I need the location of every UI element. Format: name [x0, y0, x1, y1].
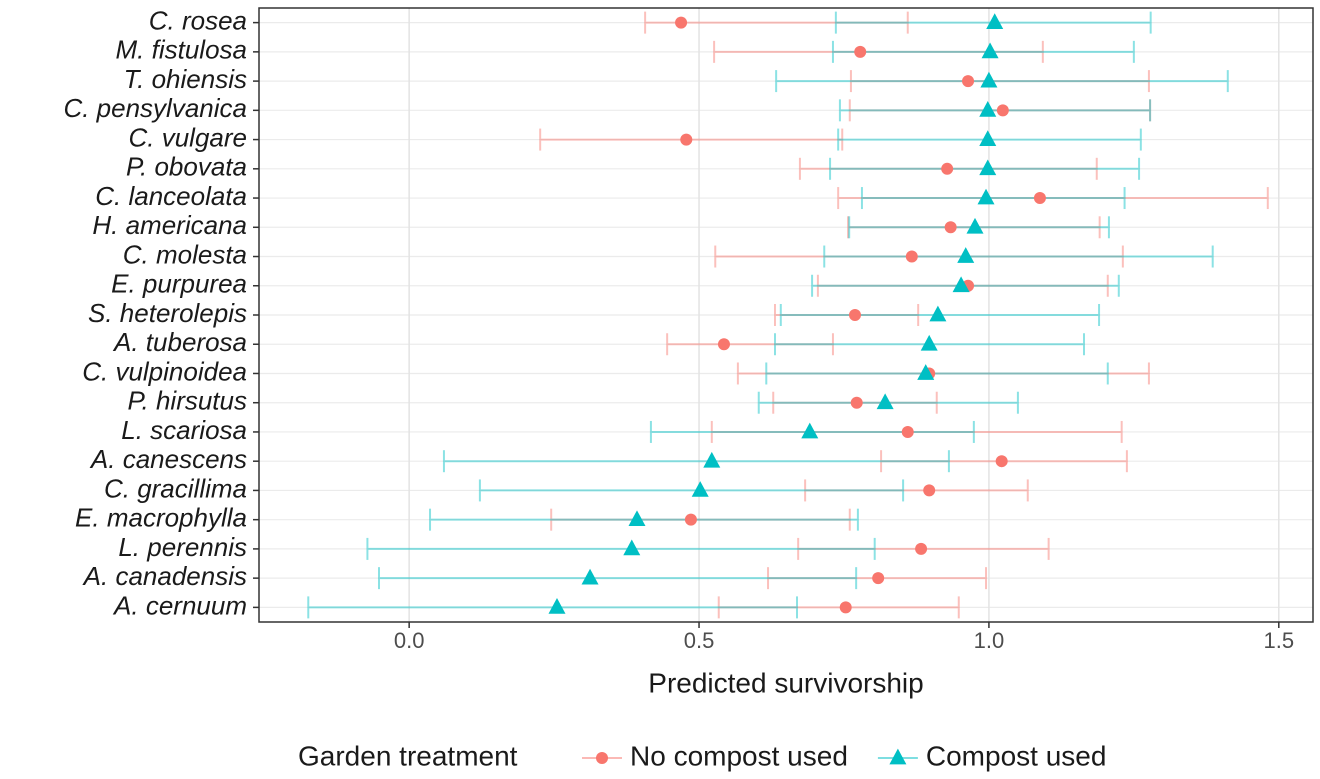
y-tick-label: E. purpurea: [111, 269, 247, 299]
y-tick-label: C. vulpinoidea: [82, 356, 247, 386]
data-point: [675, 16, 688, 29]
data-point: [905, 250, 918, 263]
error-bar: [775, 70, 1229, 93]
data-point: [680, 133, 693, 146]
error-bar: [838, 99, 1152, 122]
data-point: [952, 276, 970, 293]
error-bar: [666, 333, 834, 356]
error-bar: [831, 40, 1135, 63]
legend-label: No compost used: [630, 740, 848, 771]
data-point: [977, 188, 995, 205]
error-bar: [644, 11, 909, 34]
data-point: [981, 42, 999, 59]
data-point: [923, 484, 936, 497]
data-point: [996, 104, 1009, 117]
data-point: [581, 568, 599, 585]
data-point: [920, 334, 938, 351]
data-point: [944, 221, 957, 234]
data-point: [995, 455, 1008, 468]
data-point: [929, 305, 947, 322]
error-bar: [442, 450, 950, 473]
y-tick-label: S. heterolepis: [88, 298, 247, 328]
error-bar: [736, 362, 1150, 385]
data-point: [876, 393, 894, 410]
data-point: [966, 217, 984, 234]
error-bar: [804, 479, 1029, 502]
data-point: [717, 338, 730, 351]
y-tick-label: E. macrophylla: [75, 503, 247, 533]
y-tick-label: A. tuberosa: [112, 327, 247, 357]
x-axis-title: Predicted survivorship: [648, 667, 923, 698]
error-bar: [478, 479, 905, 502]
error-bar: [849, 70, 1150, 93]
error-bar: [773, 304, 920, 326]
data-point: [962, 75, 975, 88]
data-point: [872, 572, 885, 585]
data-point: [703, 451, 721, 468]
data-point: [986, 13, 1004, 29]
y-tick-label: P. obovata: [126, 152, 247, 182]
y-tick-label: C. pensylvanica: [63, 93, 247, 123]
y-tick-label: C. rosea: [149, 5, 247, 35]
data-point: [901, 425, 914, 438]
error-bar: [837, 187, 1269, 210]
data-point: [691, 481, 709, 497]
error-bar: [429, 508, 859, 531]
data-point: [801, 422, 819, 439]
data-point: [979, 159, 997, 176]
error-bar: [378, 567, 858, 590]
y-tick-label: C. lanceolata: [95, 181, 247, 211]
data-point: [915, 542, 928, 555]
y-tick-label: C. molesta: [123, 239, 247, 269]
data-point: [839, 601, 852, 614]
error-bar: [714, 245, 1124, 268]
x-tick-label: 1.5: [1263, 628, 1294, 653]
error-bar: [717, 596, 960, 619]
y-tick-label: M. fistulosa: [116, 35, 248, 65]
data-point: [848, 309, 861, 321]
data-point: [684, 513, 697, 526]
plot-border: [258, 7, 1314, 623]
data-point: [548, 598, 566, 614]
y-tick-label: H. americana: [92, 210, 247, 240]
x-tick-label: 1.0: [974, 628, 1005, 653]
legend-key: [596, 752, 608, 764]
data-point: [1033, 192, 1046, 205]
error-bar: [710, 420, 1123, 443]
y-tick-label: T. ohiensis: [124, 64, 247, 94]
y-tick-label: C. gracillima: [104, 473, 247, 503]
legend-label: Compost used: [926, 740, 1107, 771]
error-bar: [765, 362, 1109, 385]
error-bar: [823, 245, 1214, 268]
data-point: [917, 364, 935, 380]
y-tick-label: A. canadensis: [82, 561, 247, 591]
y-tick-label: A. canescens: [89, 444, 247, 474]
y-tick-label: P. hirsutus: [128, 386, 247, 416]
legend-key: [889, 748, 907, 765]
y-tick-label: A. cernuum: [112, 590, 247, 620]
x-tick-label: 0.5: [684, 628, 715, 653]
error-bar: [550, 508, 851, 531]
data-point: [628, 510, 646, 527]
data-point: [854, 45, 867, 58]
data-point: [850, 396, 863, 409]
x-tick-label: 0.0: [394, 628, 425, 653]
error-bar: [860, 187, 1126, 210]
data-point: [979, 130, 997, 146]
y-tick-label: C. vulgare: [129, 122, 248, 152]
data-point: [941, 162, 954, 175]
legend-title: Garden treatment: [298, 740, 518, 771]
y-tick-label: L. perennis: [118, 532, 247, 562]
error-bar: [366, 537, 876, 560]
data-point: [979, 100, 997, 117]
data-point: [957, 247, 975, 263]
y-tick-label: L. scariosa: [121, 415, 247, 445]
data-point: [980, 71, 998, 88]
data-point: [623, 539, 641, 556]
